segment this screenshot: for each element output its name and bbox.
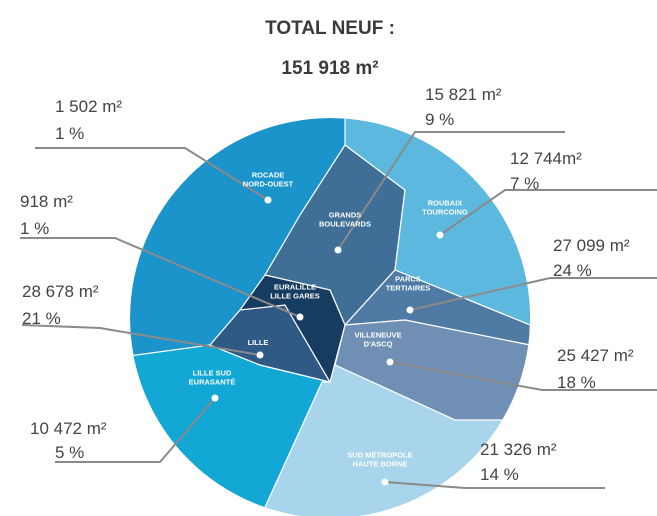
zone-area: 10 472 m² xyxy=(30,419,107,438)
zone-area: 21 326 m² xyxy=(480,440,557,459)
zone-share: 24 % xyxy=(553,261,592,280)
leader-line xyxy=(409,277,657,311)
title: TOTAL NEUF : xyxy=(265,18,395,39)
zone-dot xyxy=(381,478,389,486)
zone-name: VILLENEUVE xyxy=(354,331,401,340)
zone-area: 918 m² xyxy=(20,192,73,211)
zone-name: ROCADE xyxy=(252,171,285,180)
zone-area: 25 427 m² xyxy=(557,346,634,365)
leader-line xyxy=(35,147,269,201)
zone-name: PARCS xyxy=(395,275,421,284)
zone-dot xyxy=(436,231,444,239)
zone-name: LILLE SUD xyxy=(193,369,232,378)
zone-area: 12 744m² xyxy=(510,149,582,168)
zone-area: 1 502 m² xyxy=(55,97,122,116)
zone-dot xyxy=(256,351,264,359)
zone-name: NORD-OUEST xyxy=(243,180,294,189)
zone-share: 7 % xyxy=(510,174,539,193)
leader-line xyxy=(384,481,605,489)
zone-share: 1 % xyxy=(55,124,84,143)
zone-dot xyxy=(386,358,394,366)
zone-dot xyxy=(264,196,272,204)
zone-name: TERTIAIRES xyxy=(386,284,431,293)
zone-area: 27 099 m² xyxy=(553,236,630,255)
zone-name: HAUTE BORNE xyxy=(352,460,407,469)
leaders xyxy=(20,131,657,489)
zone-name: SUD MÉTROPOLE xyxy=(347,451,412,460)
zone-name: EURALILLE xyxy=(274,283,316,292)
zone-share: 9 % xyxy=(425,110,454,129)
zone-name: TOURCOING xyxy=(422,208,468,217)
zone-name: BOULEVARDS xyxy=(319,220,371,229)
leader-line xyxy=(389,361,657,391)
zone-area: 28 678 m² xyxy=(22,282,99,301)
zone-share: 1 % xyxy=(20,219,49,238)
zone-share: 21 % xyxy=(22,309,61,328)
zone-name: LILLE xyxy=(248,338,269,347)
zone-area: 15 821 m² xyxy=(425,85,502,104)
zone-share: 14 % xyxy=(480,465,519,484)
title-total: 151 918 m² xyxy=(281,58,378,79)
zone-name: D'ASCQ xyxy=(364,340,393,349)
leader-line xyxy=(337,131,565,251)
zone-dot xyxy=(406,306,414,314)
zone-dot xyxy=(334,246,342,254)
zone-name: EURASANTÉ xyxy=(189,378,236,387)
zone-dot xyxy=(296,313,304,321)
zone-name: LILLE GARES xyxy=(270,292,320,301)
zone-share: 18 % xyxy=(557,373,596,392)
zone-name: GRANDS xyxy=(329,211,362,220)
leader-line xyxy=(20,237,301,318)
zone-dot xyxy=(211,394,219,402)
zone-name: ROUBAIX xyxy=(428,199,463,208)
leader-line xyxy=(55,397,216,463)
leader-line xyxy=(439,189,657,236)
zone-share: 5 % xyxy=(55,443,84,462)
leader-line xyxy=(21,324,261,356)
